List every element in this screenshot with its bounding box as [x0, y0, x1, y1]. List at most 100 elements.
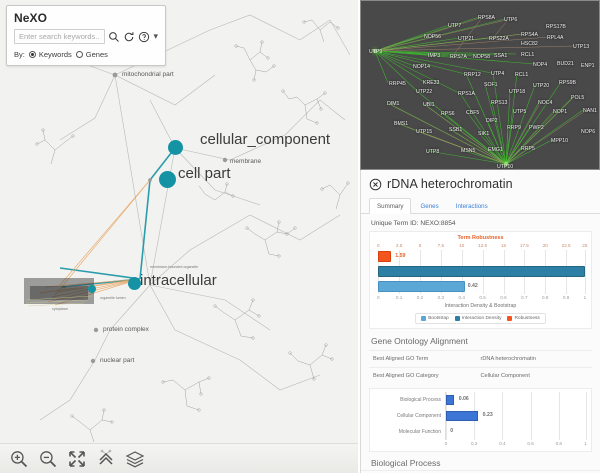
page-title: rDNA heterochromatin: [387, 177, 513, 191]
bar-value-robustness: 1.59: [395, 253, 406, 259]
term-details-panel[interactable]: rDNA heterochromatin Summary Genes Inter…: [360, 170, 600, 473]
go-bar-track: 0.23: [446, 408, 588, 424]
axis-tick: 0.6: [500, 295, 507, 300]
go-alignment-heading: Gene Ontology Alignment: [371, 336, 468, 346]
ontology-graph-canvas[interactable]: [0, 0, 358, 473]
graph-node-selected-cluster[interactable]: [88, 285, 96, 293]
legend-swatch: [454, 316, 460, 321]
axis-tick: 0.2: [416, 295, 424, 300]
search-panel[interactable]: NeXO ▾ By:: [6, 5, 166, 66]
bar-interaction-density: [378, 266, 585, 277]
search-option-genes[interactable]: Genes: [75, 50, 108, 59]
bar-bootstrap: [378, 281, 465, 292]
radio-keywords[interactable]: [28, 51, 36, 58]
axis-tick: 5: [418, 243, 422, 248]
go-chart-row: Cellular Component 0.23: [374, 408, 588, 424]
chevron-up-icon[interactable]: [96, 449, 116, 469]
gene-hub-node-utp10[interactable]: [504, 162, 508, 166]
chart-xlabel: Interaction Density & Bootstrap: [444, 303, 517, 309]
search-option-keywords[interactable]: Keywords: [28, 50, 72, 59]
go-chart-row: Biological Process 0.06: [374, 392, 588, 408]
chart-legend: Bootstrap Interaction Density Robustness: [415, 313, 546, 324]
graph-node-intracellular[interactable]: [128, 277, 141, 290]
refresh-icon[interactable]: [123, 31, 135, 43]
axis-tick: 0: [376, 243, 380, 248]
go-bar-biological-process: [446, 395, 455, 405]
ontology-graph-panel[interactable]: cellular_component cell part intracellul…: [0, 0, 358, 473]
go-bar-track: 0.06: [446, 392, 588, 408]
biological-process-heading: Biological Process: [361, 452, 600, 471]
axis-tick: 20: [542, 243, 548, 248]
go-category-label: Cellular Component: [374, 408, 446, 424]
go-bar-value: 0: [450, 428, 454, 434]
legend-item-bootstrap[interactable]: Bootstrap: [421, 316, 449, 321]
legend-label: Robustness: [514, 316, 540, 321]
graph-toolbar[interactable]: [0, 443, 358, 473]
axis-tick: 25: [582, 243, 588, 248]
row-value: Cellular Component: [480, 373, 530, 379]
axis-tick: 2.5: [395, 243, 403, 248]
search-input[interactable]: [14, 29, 106, 44]
go-bar-cellular-component: [446, 411, 479, 421]
go-chart-axis: 0 0.2 0.4 0.6 0.8 1: [444, 440, 587, 448]
axis-tick: 15: [500, 243, 507, 248]
axis-tick: 0.8: [555, 441, 562, 446]
tab-summary[interactable]: Summary: [369, 198, 412, 214]
go-chart-row: Molecular Function 0: [374, 424, 588, 440]
table-row: Best Aligned GO Category Cellular Compon…: [369, 367, 592, 384]
help-icon[interactable]: [138, 31, 150, 43]
row-key: Best Aligned GO Term: [373, 356, 429, 362]
axis-tick: 0: [444, 441, 448, 446]
go-category-label: Molecular Function: [374, 424, 446, 440]
fit-screen-icon[interactable]: [67, 449, 87, 469]
legend-label: Bootstrap: [428, 316, 449, 321]
graph-node-cellular-component[interactable]: [168, 140, 183, 155]
axis-tick: 0.3: [437, 295, 445, 300]
radio-keywords-label: Keywords: [38, 50, 72, 59]
go-bar-value: 0.06: [458, 396, 469, 402]
axis-tick: 1: [583, 295, 587, 300]
search-by-label: By:: [14, 50, 25, 59]
tab-interactions[interactable]: Interactions: [455, 203, 488, 210]
chevron-down-icon[interactable]: ▾: [153, 30, 158, 41]
chart-title-term-robustness: Term Robustness: [457, 235, 504, 241]
tab-genes[interactable]: Genes: [420, 203, 439, 210]
axis-tick: 0.8: [542, 295, 549, 300]
gene-hub-node-utp9[interactable]: [373, 49, 377, 53]
graph-node-cell-part[interactable]: [159, 171, 176, 188]
details-tabs[interactable]: Summary Genes Interactions: [361, 197, 600, 214]
details-header: rDNA heterochromatin: [361, 170, 600, 195]
zoom-out-icon[interactable]: [38, 449, 58, 469]
axis-tick: 0.9: [562, 295, 570, 300]
legend-swatch: [507, 316, 513, 321]
axis-tick: 0.7: [521, 295, 528, 300]
close-circle-icon[interactable]: [369, 178, 382, 191]
axis-tick: 0.1: [395, 295, 403, 300]
bar-robustness: [378, 251, 392, 262]
term-id-label: Unique Term ID: NEXO:8854: [371, 220, 456, 227]
layers-icon[interactable]: [125, 449, 145, 469]
search-icon[interactable]: [108, 31, 120, 43]
table-row: Best Aligned GO Term rDNA heterochromati…: [369, 350, 592, 367]
robustness-chart: Term Robustness 0 2.5 5 7.5 10 12.5 15 1…: [369, 231, 592, 329]
legend-item-robustness[interactable]: Robustness: [507, 316, 540, 321]
go-category-label: Biological Process: [374, 392, 446, 408]
legend-label: Interaction Density: [461, 316, 502, 321]
axis-tick: 0.4: [458, 295, 465, 300]
radio-genes[interactable]: [75, 51, 83, 58]
axis-tick: 22.5: [561, 243, 571, 248]
axis-tick: 10: [459, 243, 465, 248]
zoom-in-icon[interactable]: [9, 449, 29, 469]
axis-tick: 0.2: [470, 441, 478, 446]
axis-tick: 0.4: [499, 441, 506, 446]
go-alignment-table: Best Aligned GO Term rDNA heterochromati…: [369, 350, 592, 384]
legend-swatch: [421, 316, 427, 321]
row-value: rDNA heterochromatin: [480, 356, 536, 362]
gene-interaction-network[interactable]: UTP9 NOP56 UTP7 RPS8A UTP6 RPS17B RPS4A …: [360, 0, 600, 170]
go-category-chart: Biological Process 0.06 Cellular Compone…: [369, 388, 592, 452]
legend-item-interaction-density[interactable]: Interaction Density: [454, 316, 502, 321]
gene-network-edges: [374, 16, 586, 165]
axis-tick: 12.5: [478, 243, 488, 248]
chart-bottom-axis: 0 0.1 0.2 0.3 0.4 0.5 0.6 0.7 0.8 0.9 1: [374, 294, 587, 302]
axis-tick: 0: [376, 295, 380, 300]
